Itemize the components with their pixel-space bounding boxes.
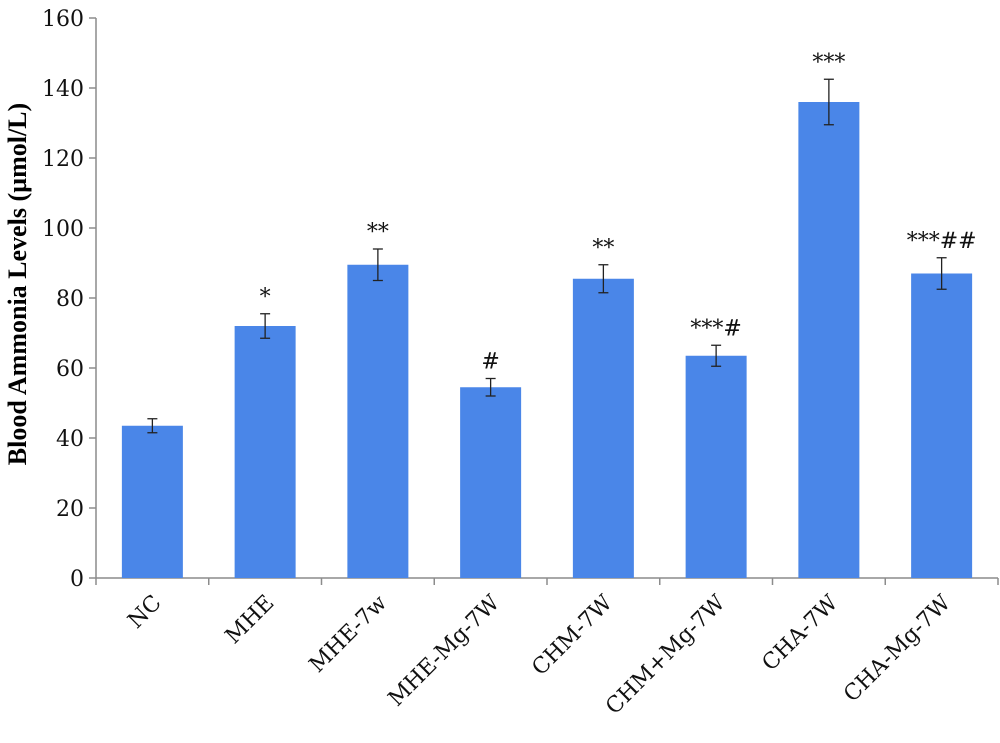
- y-tick-label: 160: [42, 7, 84, 32]
- y-axis-label: Blood Ammonia Levels (µmol/L): [3, 103, 32, 465]
- significance-label: *: [260, 285, 271, 310]
- y-ticks: 0 20 40 60 80 100 120 140 160: [42, 7, 96, 592]
- bars: [121, 102, 973, 578]
- bar: [460, 387, 522, 578]
- error-bar: [485, 377, 496, 397]
- error-bar: [260, 313, 271, 339]
- bar: [685, 355, 747, 578]
- category-label: CHM-7W: [527, 590, 617, 680]
- error-bar: [598, 264, 609, 294]
- bar: [911, 273, 973, 578]
- bar: [572, 278, 634, 578]
- y-tick-label: 20: [56, 497, 84, 522]
- error-bar: [147, 418, 158, 434]
- significance-label: ***: [812, 50, 845, 75]
- category-label: NC: [123, 591, 166, 634]
- error-bar: [711, 344, 722, 367]
- error-bar: [823, 78, 834, 126]
- bar: [234, 326, 296, 578]
- significance-label: **: [592, 236, 614, 261]
- category-label: MHE-Mg-7W: [384, 590, 505, 711]
- category-label: CHM+Mg-7W: [601, 590, 730, 719]
- y-tick-label: 60: [56, 357, 84, 382]
- significance-labels: ***#*****#******##: [260, 50, 977, 374]
- error-bars: [147, 78, 947, 434]
- significance-label: ***#: [690, 316, 741, 341]
- significance-label: ***##: [907, 229, 977, 254]
- error-bar: [936, 257, 947, 290]
- error-bar: [372, 248, 383, 282]
- category-label: MHE: [221, 591, 280, 650]
- bar: [347, 264, 409, 578]
- category-label: CHA-7W: [758, 590, 844, 676]
- significance-label: #: [481, 350, 499, 375]
- axes: [95, 18, 999, 585]
- y-tick-label: 40: [56, 427, 84, 452]
- y-tick-label: 140: [42, 77, 84, 102]
- y-tick-label: 80: [56, 287, 84, 312]
- bar: [121, 425, 183, 578]
- category-label: MHE-7w: [305, 590, 392, 677]
- y-tick-label: 120: [42, 147, 84, 172]
- y-axis-label-group: Blood Ammonia Levels (µmol/L): [3, 103, 32, 465]
- bar: [798, 102, 860, 578]
- y-tick-label: 100: [42, 217, 84, 242]
- y-tick-label: 0: [70, 567, 84, 592]
- category-label: CHA-Mg-7W: [839, 590, 956, 707]
- significance-label: **: [367, 220, 389, 245]
